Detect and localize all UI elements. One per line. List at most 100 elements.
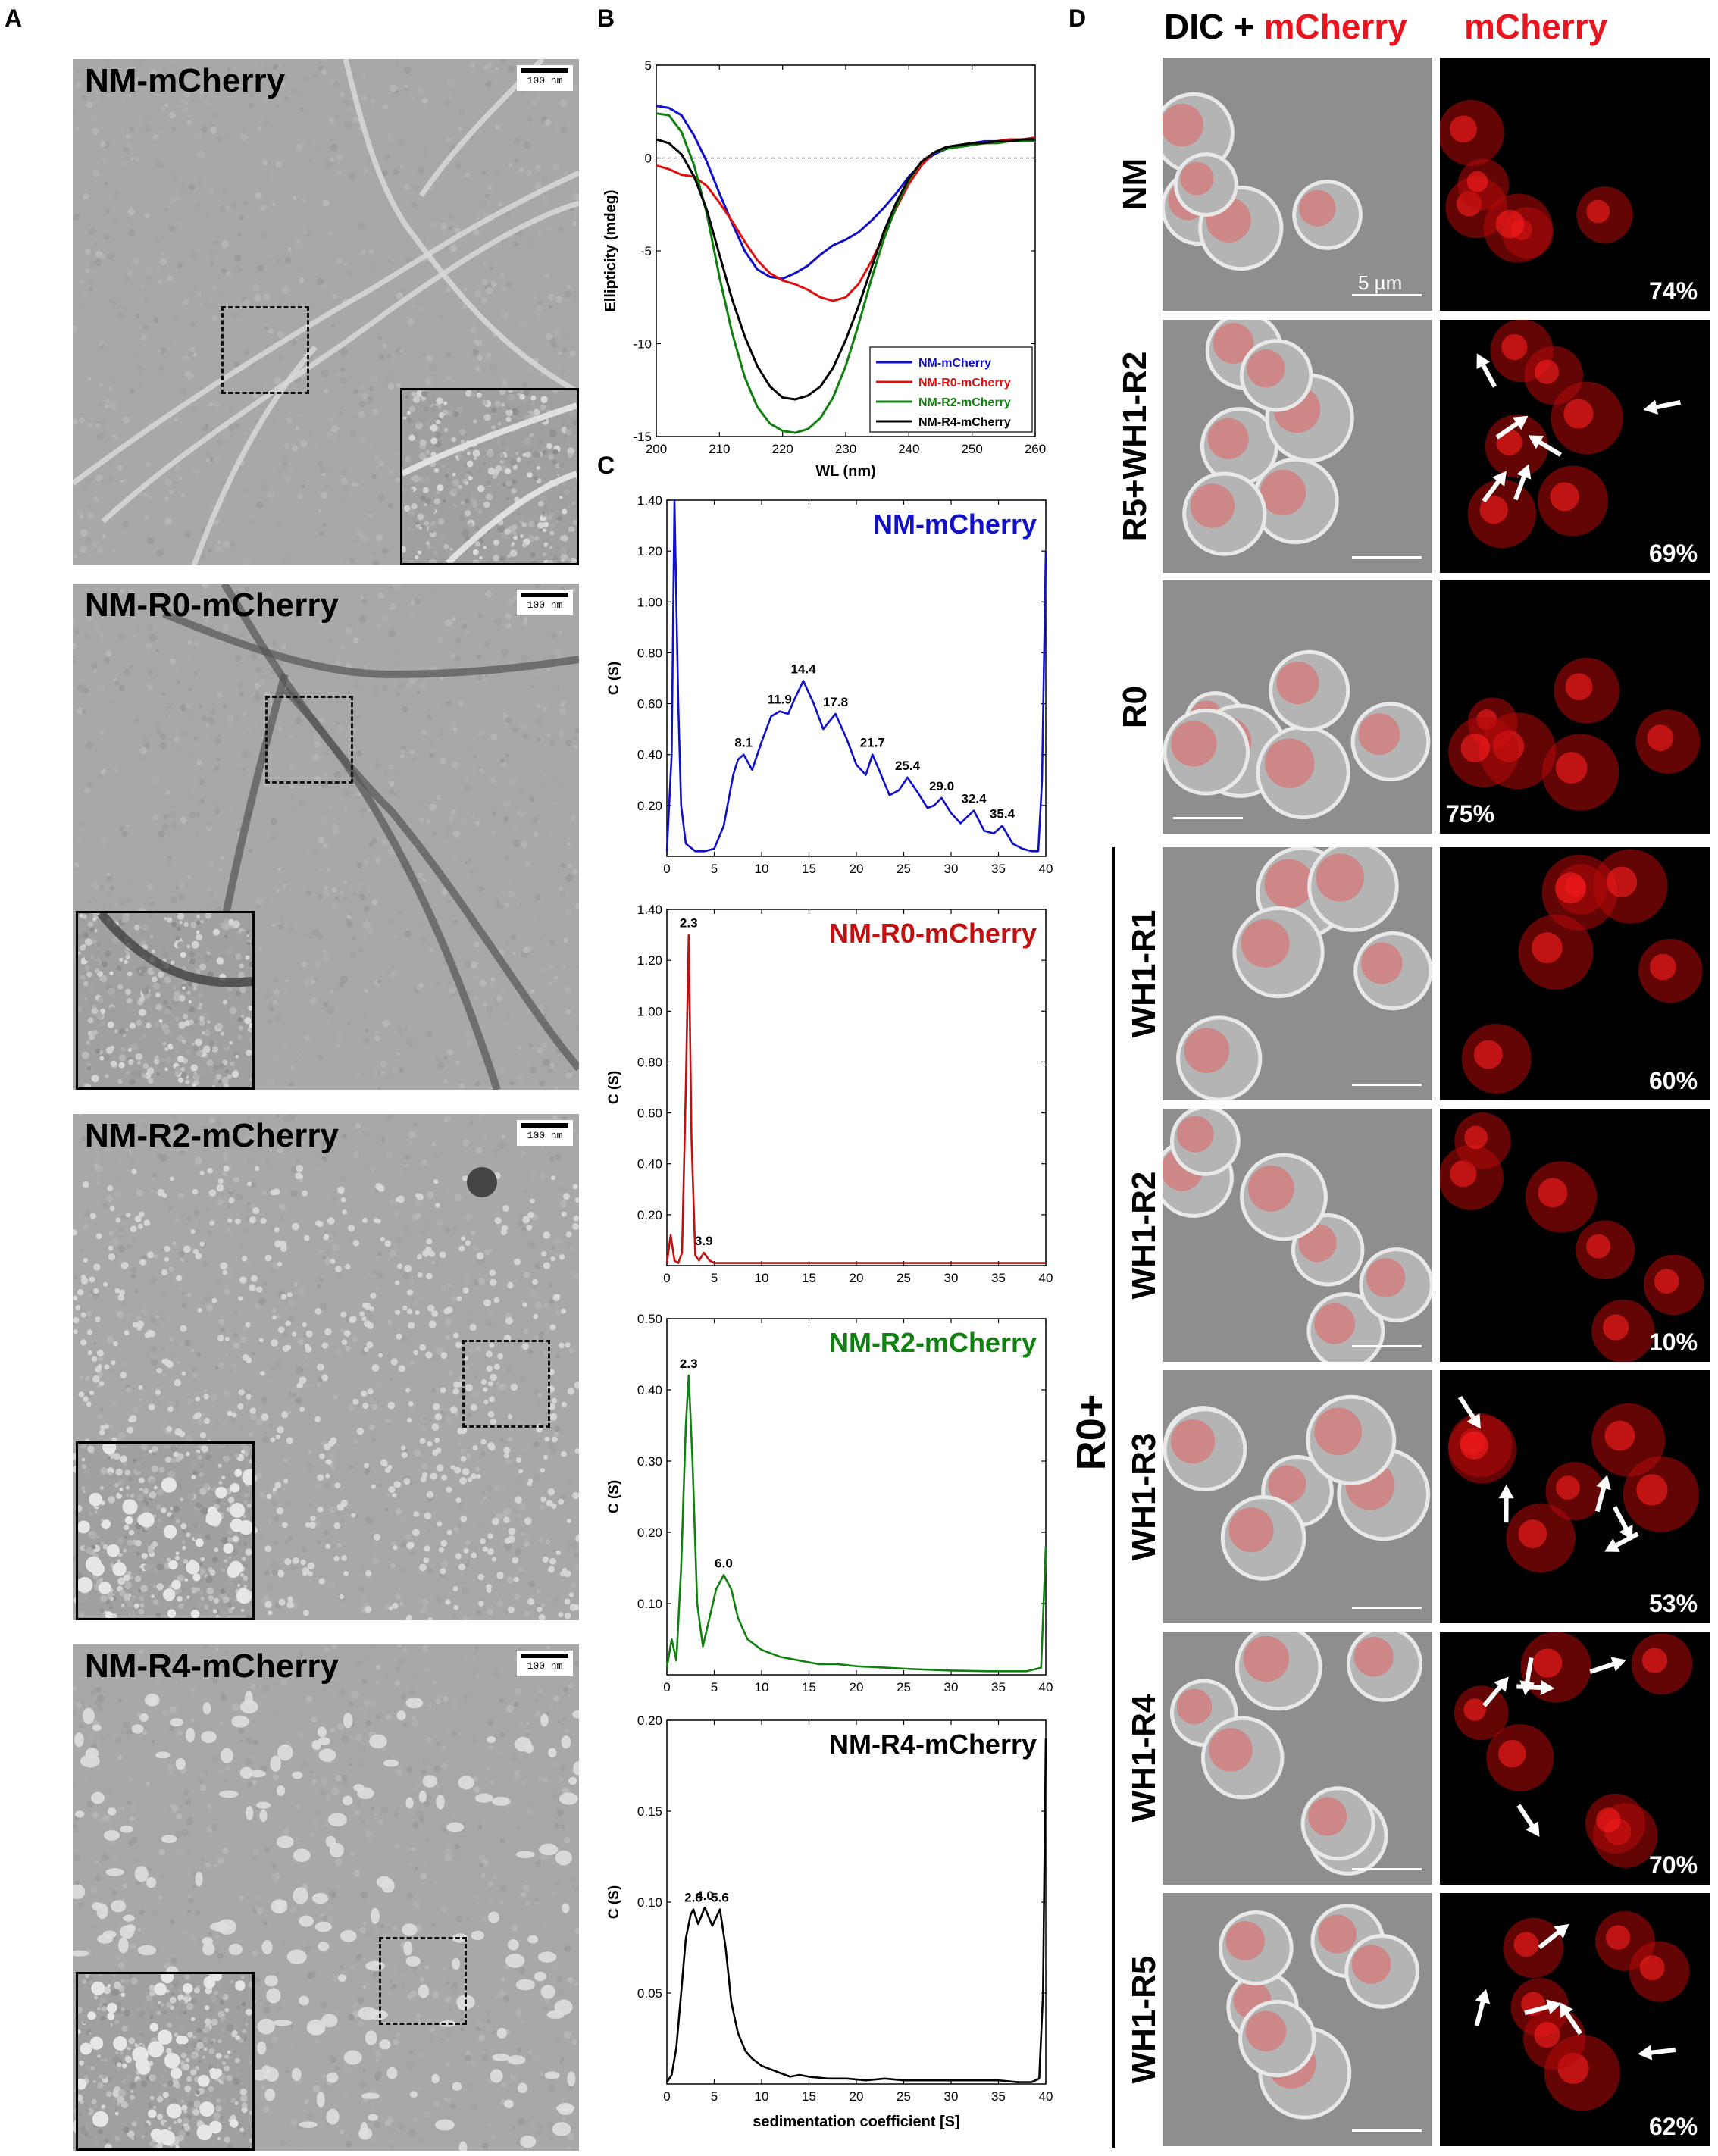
scale-bar: 100 nm (517, 1651, 573, 1676)
mcherry-overlay (1353, 1637, 1394, 1677)
fibril (191, 345, 318, 565)
percent-label: 53% (1649, 1590, 1698, 1617)
plot-frame (666, 499, 1047, 857)
fluorescent-focus (1501, 333, 1528, 361)
yeast-cell (1232, 906, 1325, 999)
arrow-head-icon (1554, 1923, 1569, 1939)
arrow-head-icon (1512, 415, 1529, 430)
y-tick-label: 0.40 (637, 1383, 662, 1397)
x-tick-label: 25 (897, 2089, 911, 2104)
mcherry-image (1440, 320, 1710, 573)
em-title: NM-mCherry (85, 62, 286, 99)
row-label: R0 (1116, 685, 1153, 729)
peak-label: 4.0 (696, 1888, 714, 1903)
y-axis-label: C (S) (606, 1071, 622, 1104)
peak-label: 11.9 (768, 693, 792, 707)
x-tick-label: 35 (991, 1680, 1006, 1694)
fluorescent-focus (1464, 1125, 1488, 1150)
zoom-region-box (462, 1340, 550, 1428)
percent-label: 60% (1649, 1067, 1698, 1094)
mcherry-overlay (1260, 469, 1306, 516)
fibril-bundle (97, 913, 252, 987)
y-tick-label: 0.20 (637, 1208, 662, 1222)
scale-bar (1352, 1084, 1422, 1086)
yeast-cell (1292, 180, 1363, 250)
fluorescent-focus (1473, 1040, 1503, 1069)
yeast-cell (1239, 339, 1313, 412)
percent-label: 75% (1446, 800, 1495, 828)
yeast-cell (1346, 1632, 1423, 1702)
x-tick-label: 35 (991, 2089, 1006, 2104)
y-tick-label: 0.60 (637, 1106, 662, 1121)
y-tick-label: -15 (633, 430, 652, 444)
y-tick-label: 1.20 (637, 953, 662, 968)
x-tick-label: 35 (991, 862, 1006, 876)
plot-frame (666, 909, 1047, 1266)
mcherry-overlay (1316, 853, 1364, 902)
x-tick-label: 25 (897, 1680, 911, 1694)
dic-image (1163, 847, 1432, 1100)
peak-label: 21.7 (860, 736, 885, 750)
fluorescent-focus (1532, 932, 1563, 964)
series-line-NM-R2-mCherry (656, 112, 1035, 434)
dic-cells (1163, 92, 1363, 271)
fluorescent-focus (1649, 953, 1676, 981)
arrow-head-icon (1494, 1676, 1509, 1692)
x-tick-label: 200 (646, 442, 667, 456)
mcherry-overlay (1177, 1116, 1214, 1153)
x-tick-label: 20 (850, 1680, 864, 1694)
legend-label: NM-R0-mCherry (918, 377, 1011, 390)
zoom-region-box (221, 306, 309, 394)
fluorescent-focus (1460, 1431, 1488, 1460)
arrow-head-icon (1643, 399, 1659, 415)
yeast-cell (1174, 152, 1238, 217)
fluorescent-focus (1495, 209, 1525, 239)
em-title: NM-R4-mCherry (85, 1648, 339, 1685)
fluorescent-focus (1602, 1314, 1629, 1341)
x-tick-label: 35 (991, 1271, 1006, 1285)
scale-bar (1352, 294, 1422, 296)
series-line-NM-R0-mCherry (656, 136, 1036, 302)
fluorescent-focus (1463, 1698, 1487, 1721)
y-tick-label: 0.80 (637, 646, 662, 660)
header-dic-text: DIC + (1164, 7, 1264, 46)
fibril-bundle (221, 584, 579, 1072)
mcherry-overlay (1247, 349, 1285, 388)
fluorescent-focus (1563, 399, 1594, 429)
x-tick-label: 210 (709, 442, 730, 456)
fluorescent-focus (1596, 1807, 1621, 1832)
em-micrograph-texture (73, 1644, 579, 2151)
sedimentation-chart-nm-r0: 0 5 10 15 20 25 30 35 40 0.20 0.40 0.60 0.80 1.00 1.20… (606, 903, 1053, 1285)
y-tick-label: 0 (645, 152, 652, 166)
y-axis-label: Ellipticity (mdeg) (602, 189, 619, 311)
fluorescent-focus (1586, 1234, 1611, 1259)
mcherry-image (1440, 847, 1710, 1100)
arrow-head-icon (1476, 353, 1491, 369)
arrow-head-icon (1492, 471, 1507, 487)
scale-bar: 100 nm (517, 1120, 573, 1146)
x-tick-label: 15 (802, 1271, 816, 1285)
scale-bar-label: 100 nm (527, 75, 563, 86)
percent-label: 70% (1649, 1851, 1698, 1879)
y-axis-label: C (S) (606, 1885, 622, 1919)
peak-label: 14.4 (790, 662, 816, 676)
x-tick-label: 20 (850, 862, 864, 876)
fluorescent-focus (1534, 2022, 1560, 2048)
y-tick-label: 0.30 (637, 1454, 662, 1469)
mcherry-overlay (1299, 189, 1336, 227)
em-image-nm-r0: NM-R0-mCherry 100 nm (73, 584, 579, 1090)
inset-texture (78, 913, 252, 1087)
x-tick-label: 10 (755, 862, 769, 876)
peak-label: 5.6 (711, 1891, 729, 1905)
arrow-head-icon (1475, 1989, 1491, 2004)
y-tick-label: 0.40 (637, 748, 662, 762)
yeast-cell (1170, 1109, 1241, 1176)
x-tick-label: 10 (755, 1680, 769, 1694)
mcherry-overlay (1207, 418, 1249, 459)
zoom-inset (76, 1972, 255, 2151)
em-title: NM-R0-mCherry (85, 587, 339, 624)
scale-bar (1352, 556, 1422, 559)
dic-image (1163, 320, 1432, 573)
mcherry-cells (1454, 1632, 1693, 1868)
arrow-head-icon (1466, 1413, 1481, 1429)
